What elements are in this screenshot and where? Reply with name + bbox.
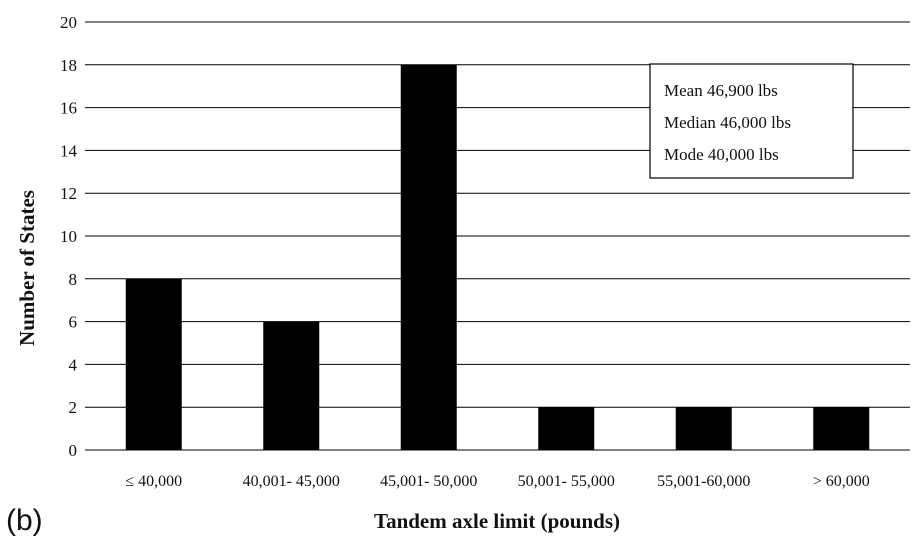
y-tick-label: 4: [69, 355, 78, 374]
x-tick-labels: ≤ 40,000 40,001- 45,000 45,001- 50,000 50,0…: [125, 473, 869, 490]
y-tick-label: 12: [60, 184, 77, 203]
x-tick-label: 45,001- 50,000: [380, 473, 477, 490]
y-tick-label: 0: [69, 441, 78, 460]
bar: [675, 407, 732, 450]
bar: [125, 278, 182, 450]
x-axis-title: Tandem axle limit (pounds): [374, 509, 620, 533]
y-tick-label: 16: [60, 99, 77, 118]
x-tick-label: 40,001- 45,000: [243, 473, 340, 490]
y-tick-label: 2: [69, 398, 78, 417]
y-tick-label: 8: [69, 270, 78, 289]
x-tick-label: ≤ 40,000: [125, 473, 182, 490]
x-tick-label: 55,001-60,000: [657, 473, 750, 490]
stats-box-frame: [649, 63, 854, 179]
y-tick-label: 20: [60, 13, 77, 32]
bar: [400, 64, 457, 451]
stat-mean: Mean 46,900 lbs: [664, 81, 778, 100]
y-tick-label: 10: [60, 227, 77, 246]
bar: [538, 407, 595, 450]
y-tick-label: 6: [69, 313, 78, 332]
y-tick-labels: 0 2 4 6 8 10 12 14 16 18 20: [60, 13, 78, 460]
stats-box: Mean 46,900 lbs Median 46,000 lbs Mode 4…: [649, 63, 854, 179]
bar: [263, 321, 320, 450]
x-tick-label: > 60,000: [813, 473, 870, 490]
stat-mode: Mode 40,000 lbs: [664, 145, 779, 164]
x-tick-label: 50,001- 55,000: [518, 473, 615, 490]
panel-label: (b): [6, 504, 43, 537]
y-tick-label: 18: [60, 56, 77, 75]
bar: [813, 407, 870, 450]
bars: [125, 64, 870, 451]
y-axis-title: Number of States: [15, 190, 39, 346]
stat-median: Median 46,000 lbs: [664, 113, 791, 132]
y-tick-label: 14: [60, 141, 78, 160]
